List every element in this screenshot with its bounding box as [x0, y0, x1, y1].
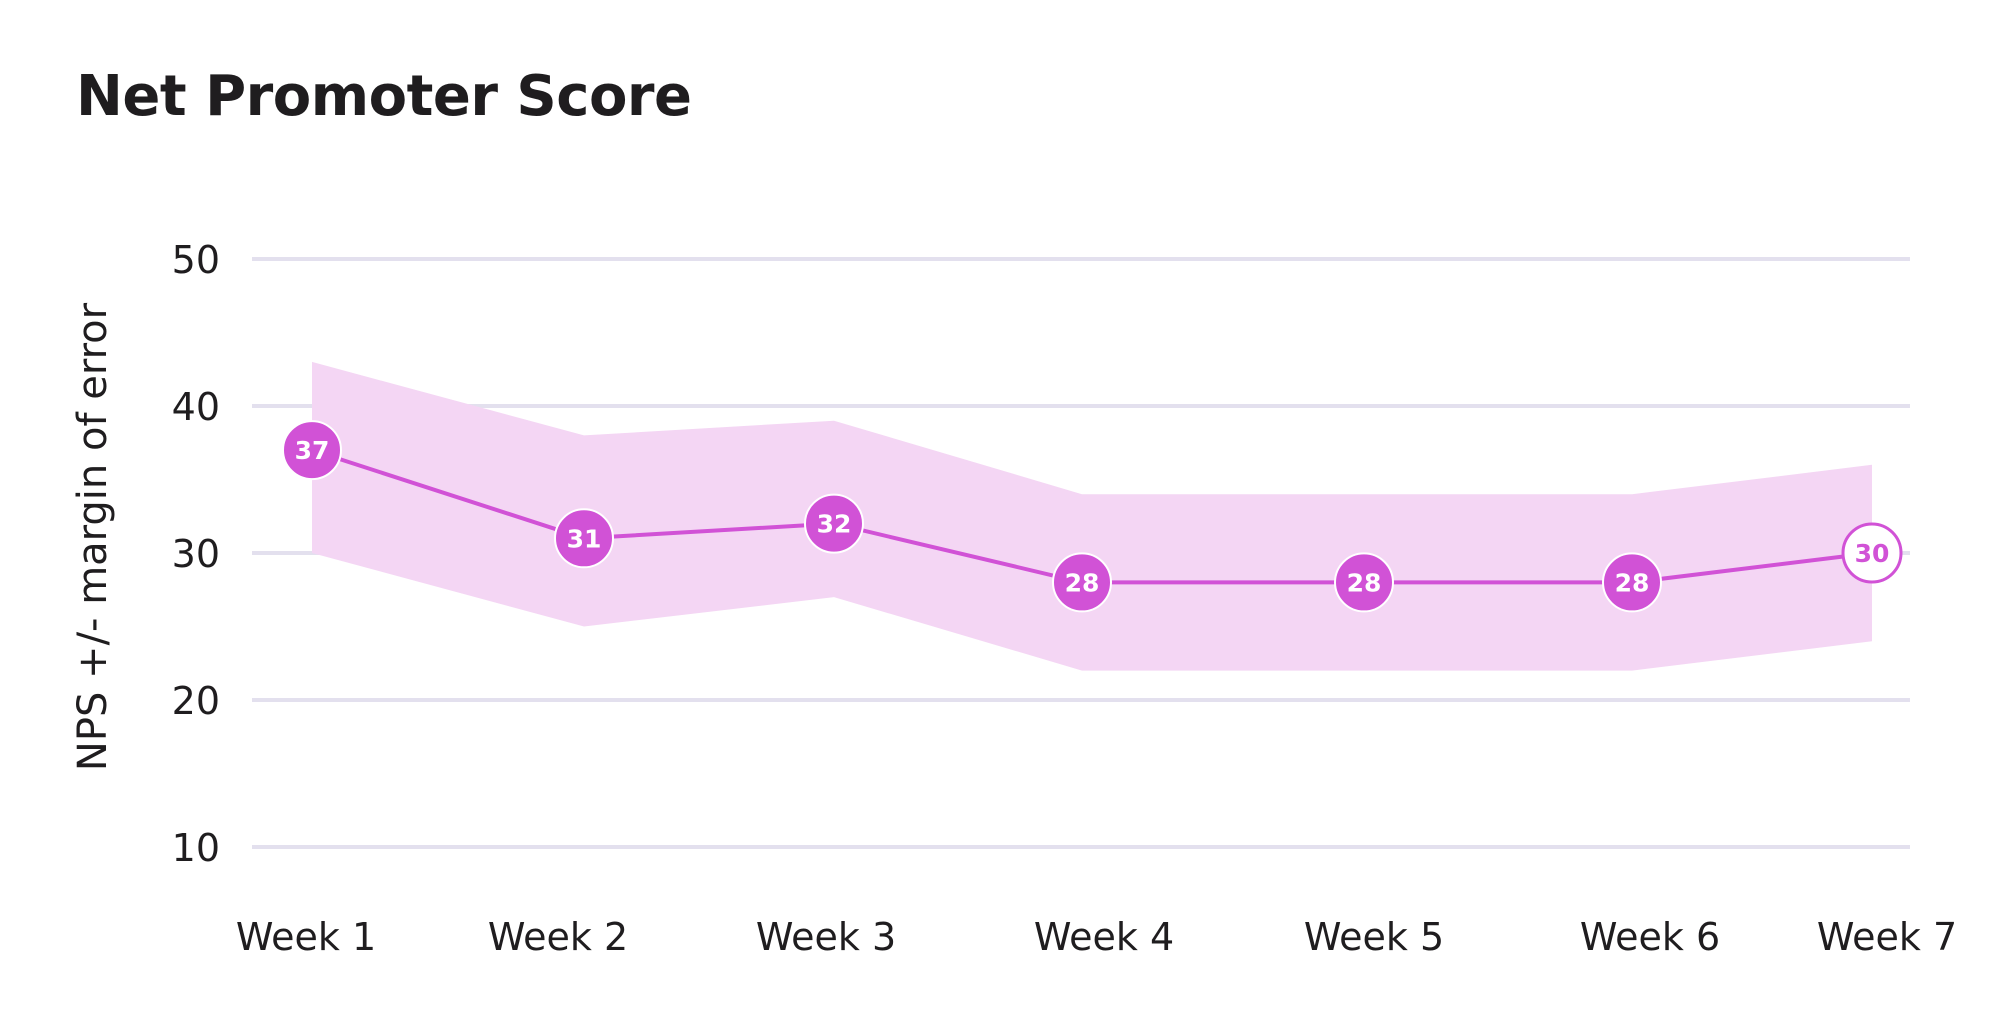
data-point — [282, 420, 342, 481]
y-tick-label: 20 — [172, 679, 220, 723]
x-tick-label: Week 5 — [1304, 915, 1444, 959]
x-tick-label: Week 7 — [1817, 915, 1957, 959]
x-axis-ticks: Week 1 Week 2 Week 3 Week 4 Week 5 Week 6 Week… — [236, 915, 1957, 959]
y-axis-ticks: 50 40 30 20 10 — [172, 238, 220, 870]
data-point — [554, 508, 614, 569]
x-tick-label: Week 1 — [236, 915, 376, 959]
data-label: 37 — [295, 436, 330, 465]
data-point — [1334, 552, 1394, 613]
y-tick-label: 40 — [172, 385, 220, 429]
data-label: 28 — [1615, 568, 1650, 597]
data-point — [804, 493, 864, 554]
y-axis-label: NPS +/- margin of error — [70, 302, 116, 771]
error-band-area — [312, 361, 1872, 671]
x-tick-label: Week 4 — [1034, 915, 1174, 959]
data-label: 32 — [817, 510, 852, 539]
y-tick-label: 30 — [172, 532, 220, 576]
data-label: 28 — [1065, 568, 1100, 597]
data-points: 37 31 32 28 28 28 30 — [282, 420, 1903, 613]
x-tick-label: Week 3 — [756, 915, 896, 959]
x-tick-label: Week 2 — [488, 915, 628, 959]
data-label: 28 — [1347, 568, 1382, 597]
x-tick-label: Week 6 — [1580, 915, 1720, 959]
data-label: 30 — [1855, 539, 1890, 568]
data-point — [1841, 522, 1903, 584]
data-label: 31 — [567, 524, 602, 553]
y-tick-label: 50 — [172, 238, 220, 282]
chart-title: Net Promoter Score — [76, 64, 692, 129]
data-point — [1602, 552, 1662, 613]
data-point — [1052, 552, 1112, 613]
margin-of-error-band — [312, 361, 1872, 671]
y-tick-label: 10 — [172, 826, 220, 870]
